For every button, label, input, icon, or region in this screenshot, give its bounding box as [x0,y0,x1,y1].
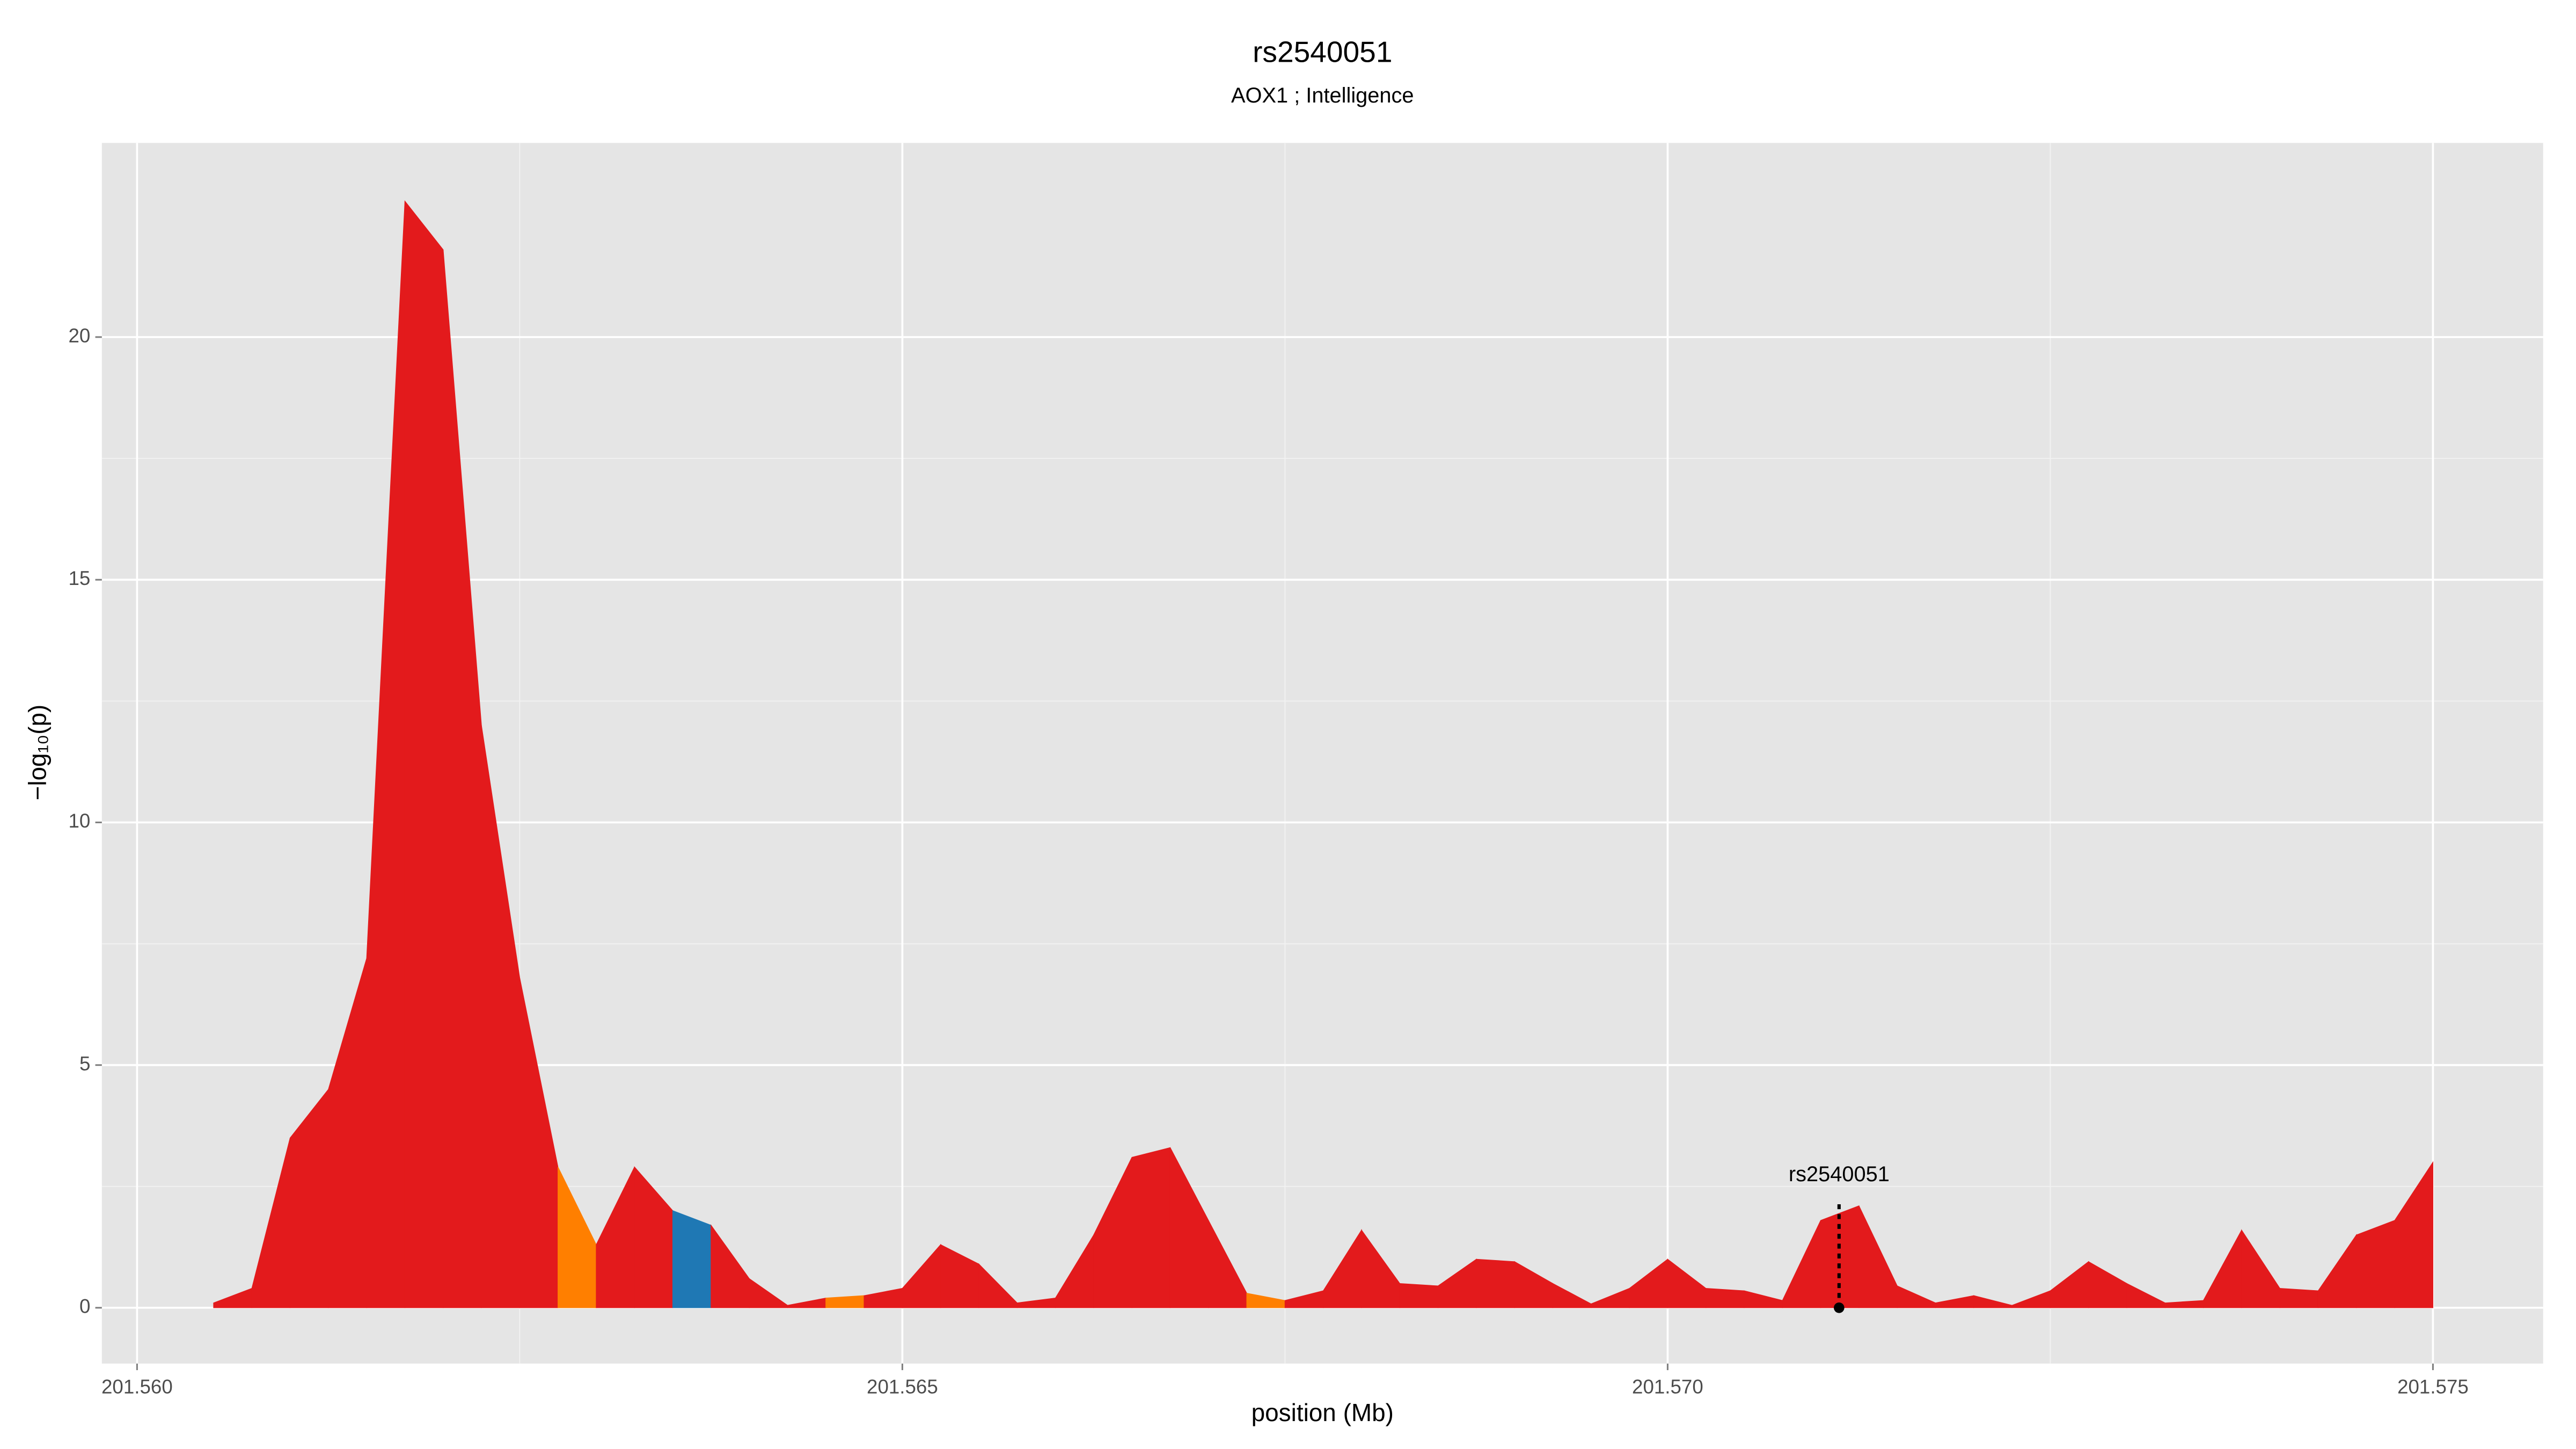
x-tick-label: 201.565 [867,1375,938,1397]
y-tick-label: 5 [79,1052,90,1074]
area-segment [2394,1161,2434,1308]
x-axis-label: position (Mb) [1252,1399,1394,1426]
marker-point [1834,1302,1845,1313]
area-segment [1706,1287,1745,1308]
y-tick-label: 20 [69,325,91,347]
area-segment [2356,1220,2395,1308]
marks: rs2540051 [213,200,2434,1313]
area-segment [2279,1287,2319,1308]
tick-labels: 0 5 10 15 20 201.560 201.565 201.570 201.575 [69,325,2469,1398]
y-axis-label: −log₁₀(p) [24,705,52,801]
area-segment [825,1295,865,1308]
area-segment [1131,1147,1171,1308]
area-segment [672,1210,712,1308]
area-segment [404,200,444,1308]
area-segment [1476,1258,1515,1308]
x-tick-label: 201.560 [101,1375,173,1397]
y-tick-label: 15 [69,567,91,589]
chart-subtitle: AOX1 ; Intelligence [1231,84,1414,107]
marker-label: rs2540051 [1789,1162,1890,1186]
y-tick-label: 0 [79,1296,90,1318]
chart-title: rs2540051 [1253,35,1392,69]
x-tick-label: 201.570 [1632,1375,1703,1397]
y-tick-label: 10 [69,810,91,832]
x-tick-label: 201.575 [2397,1375,2469,1397]
area-segment [1399,1283,1439,1308]
